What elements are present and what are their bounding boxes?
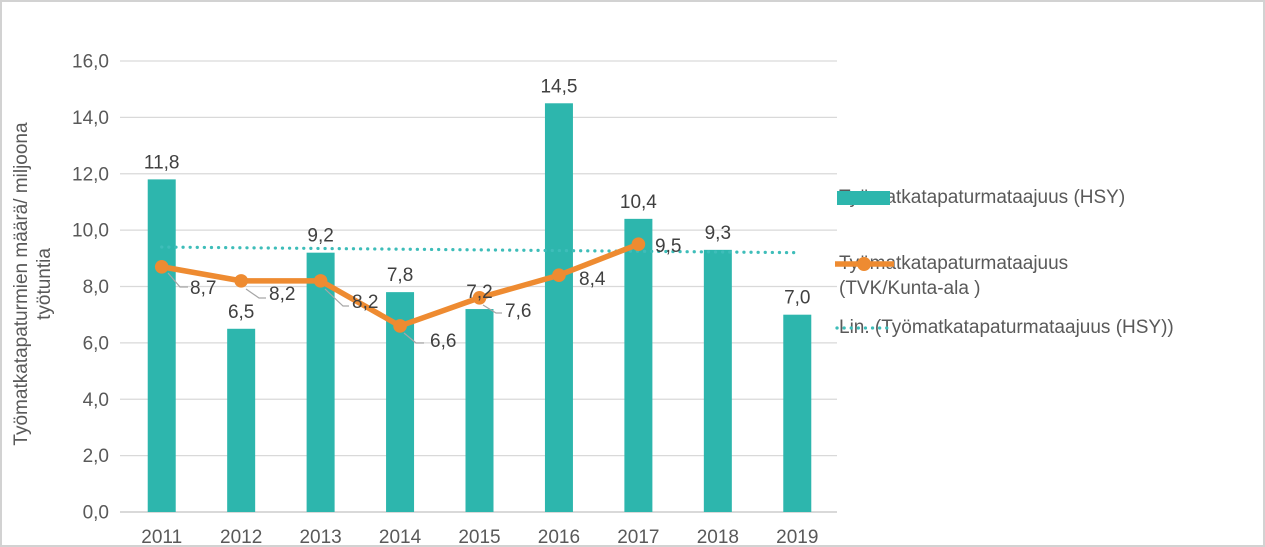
leader-line xyxy=(482,304,502,314)
leader-line xyxy=(403,332,424,344)
line-value-label-2015: 7,6 xyxy=(505,301,531,322)
x-tick-label-2011: 2011 xyxy=(141,527,182,547)
x-tick-label-2013: 2013 xyxy=(299,527,341,547)
bar-2017 xyxy=(624,218,653,512)
bar-data-labels: 11,8 6,5 9,2 7,8 7,2 14,5 10,4 9,3 7,0 xyxy=(144,76,811,323)
bar-value-label-2014: 7,8 xyxy=(387,265,413,286)
line-marker-2017 xyxy=(631,237,646,252)
line-value-label-2013: 8,2 xyxy=(352,292,378,313)
bar-2012 xyxy=(227,328,256,512)
x-tick-label-2017: 2017 xyxy=(617,527,659,547)
bar-value-label-2013: 9,2 xyxy=(307,226,333,247)
y-tick-label: 2,0 xyxy=(83,446,109,467)
bar-2015 xyxy=(465,309,494,512)
x-axis-labels: 2011 2012 2013 2014 2015 2016 2017 2018 2019 xyxy=(141,527,818,547)
trendline-hsy xyxy=(160,245,799,255)
line-value-label-2012: 8,2 xyxy=(269,284,295,305)
leader-line xyxy=(245,288,266,299)
y-tick-label: 16,0 xyxy=(72,52,109,73)
line-value-label-2017: 9,5 xyxy=(655,236,681,257)
label-leader-lines xyxy=(167,272,502,344)
x-tick-label-2016: 2016 xyxy=(538,527,580,547)
y-tick-label: 14,0 xyxy=(72,108,109,129)
line-data-labels: 8,7 8,2 8,2 6,6 7,6 8,4 9,5 xyxy=(190,236,681,352)
line-value-label-2016: 8,4 xyxy=(579,269,606,290)
bar-value-label-2015: 7,2 xyxy=(466,282,492,303)
y-tick-label: 6,0 xyxy=(83,333,109,354)
bar-value-label-2012: 6,5 xyxy=(228,302,254,323)
y-tick-label: 0,0 xyxy=(83,503,109,524)
line-value-label-2011: 8,7 xyxy=(190,278,216,299)
y-axis-title-line2: työtuntia xyxy=(34,248,55,320)
x-tick-label-2018: 2018 xyxy=(697,527,739,547)
bar-2016 xyxy=(544,103,573,512)
bar-2013 xyxy=(306,252,335,513)
bar-2011 xyxy=(147,179,176,512)
line-marker-2011 xyxy=(154,259,169,274)
y-tick-label: 8,0 xyxy=(83,277,109,298)
y-tick-label: 10,0 xyxy=(72,221,109,242)
line-marker-2012 xyxy=(234,274,248,288)
x-tick-label-2019: 2019 xyxy=(776,527,818,547)
bar-value-label-2019: 7,0 xyxy=(784,288,810,309)
y-axis-title-line1: Työmatkatapaturmien määrä/ miljoona xyxy=(11,122,32,446)
bar-value-label-2011: 11,8 xyxy=(144,152,180,173)
line-marker-2014 xyxy=(393,319,407,333)
leader-line xyxy=(324,288,349,307)
line-value-label-2014: 6,6 xyxy=(430,331,456,352)
line-series-tvk xyxy=(154,237,646,333)
y-axis-tick-labels: 0,0 2,0 4,0 6,0 8,0 10,0 12,0 14,0 16,0 xyxy=(72,52,109,524)
line-marker-2013 xyxy=(313,274,328,288)
x-tick-label-2012: 2012 xyxy=(220,527,262,547)
line-marker-2016 xyxy=(552,268,566,283)
y-tick-label: 12,0 xyxy=(72,164,109,185)
x-tick-label-2014: 2014 xyxy=(379,527,422,547)
bar-series-hsy xyxy=(147,103,812,513)
y-tick-label: 4,0 xyxy=(83,390,109,411)
leader-line xyxy=(167,272,188,288)
bar-value-label-2016: 14,5 xyxy=(540,76,577,97)
bar-value-label-2018: 9,3 xyxy=(705,223,731,244)
x-tick-label-2015: 2015 xyxy=(458,527,500,547)
line-marker-2015 xyxy=(472,290,487,305)
bar-2019 xyxy=(783,314,812,512)
bar-value-label-2017: 10,4 xyxy=(620,192,657,213)
bar-2018 xyxy=(703,249,732,512)
plot-area: 0,0 2,0 4,0 6,0 8,0 10,0 12,0 14,0 16,0 8,7 8,2 8,2… xyxy=(72,52,837,547)
